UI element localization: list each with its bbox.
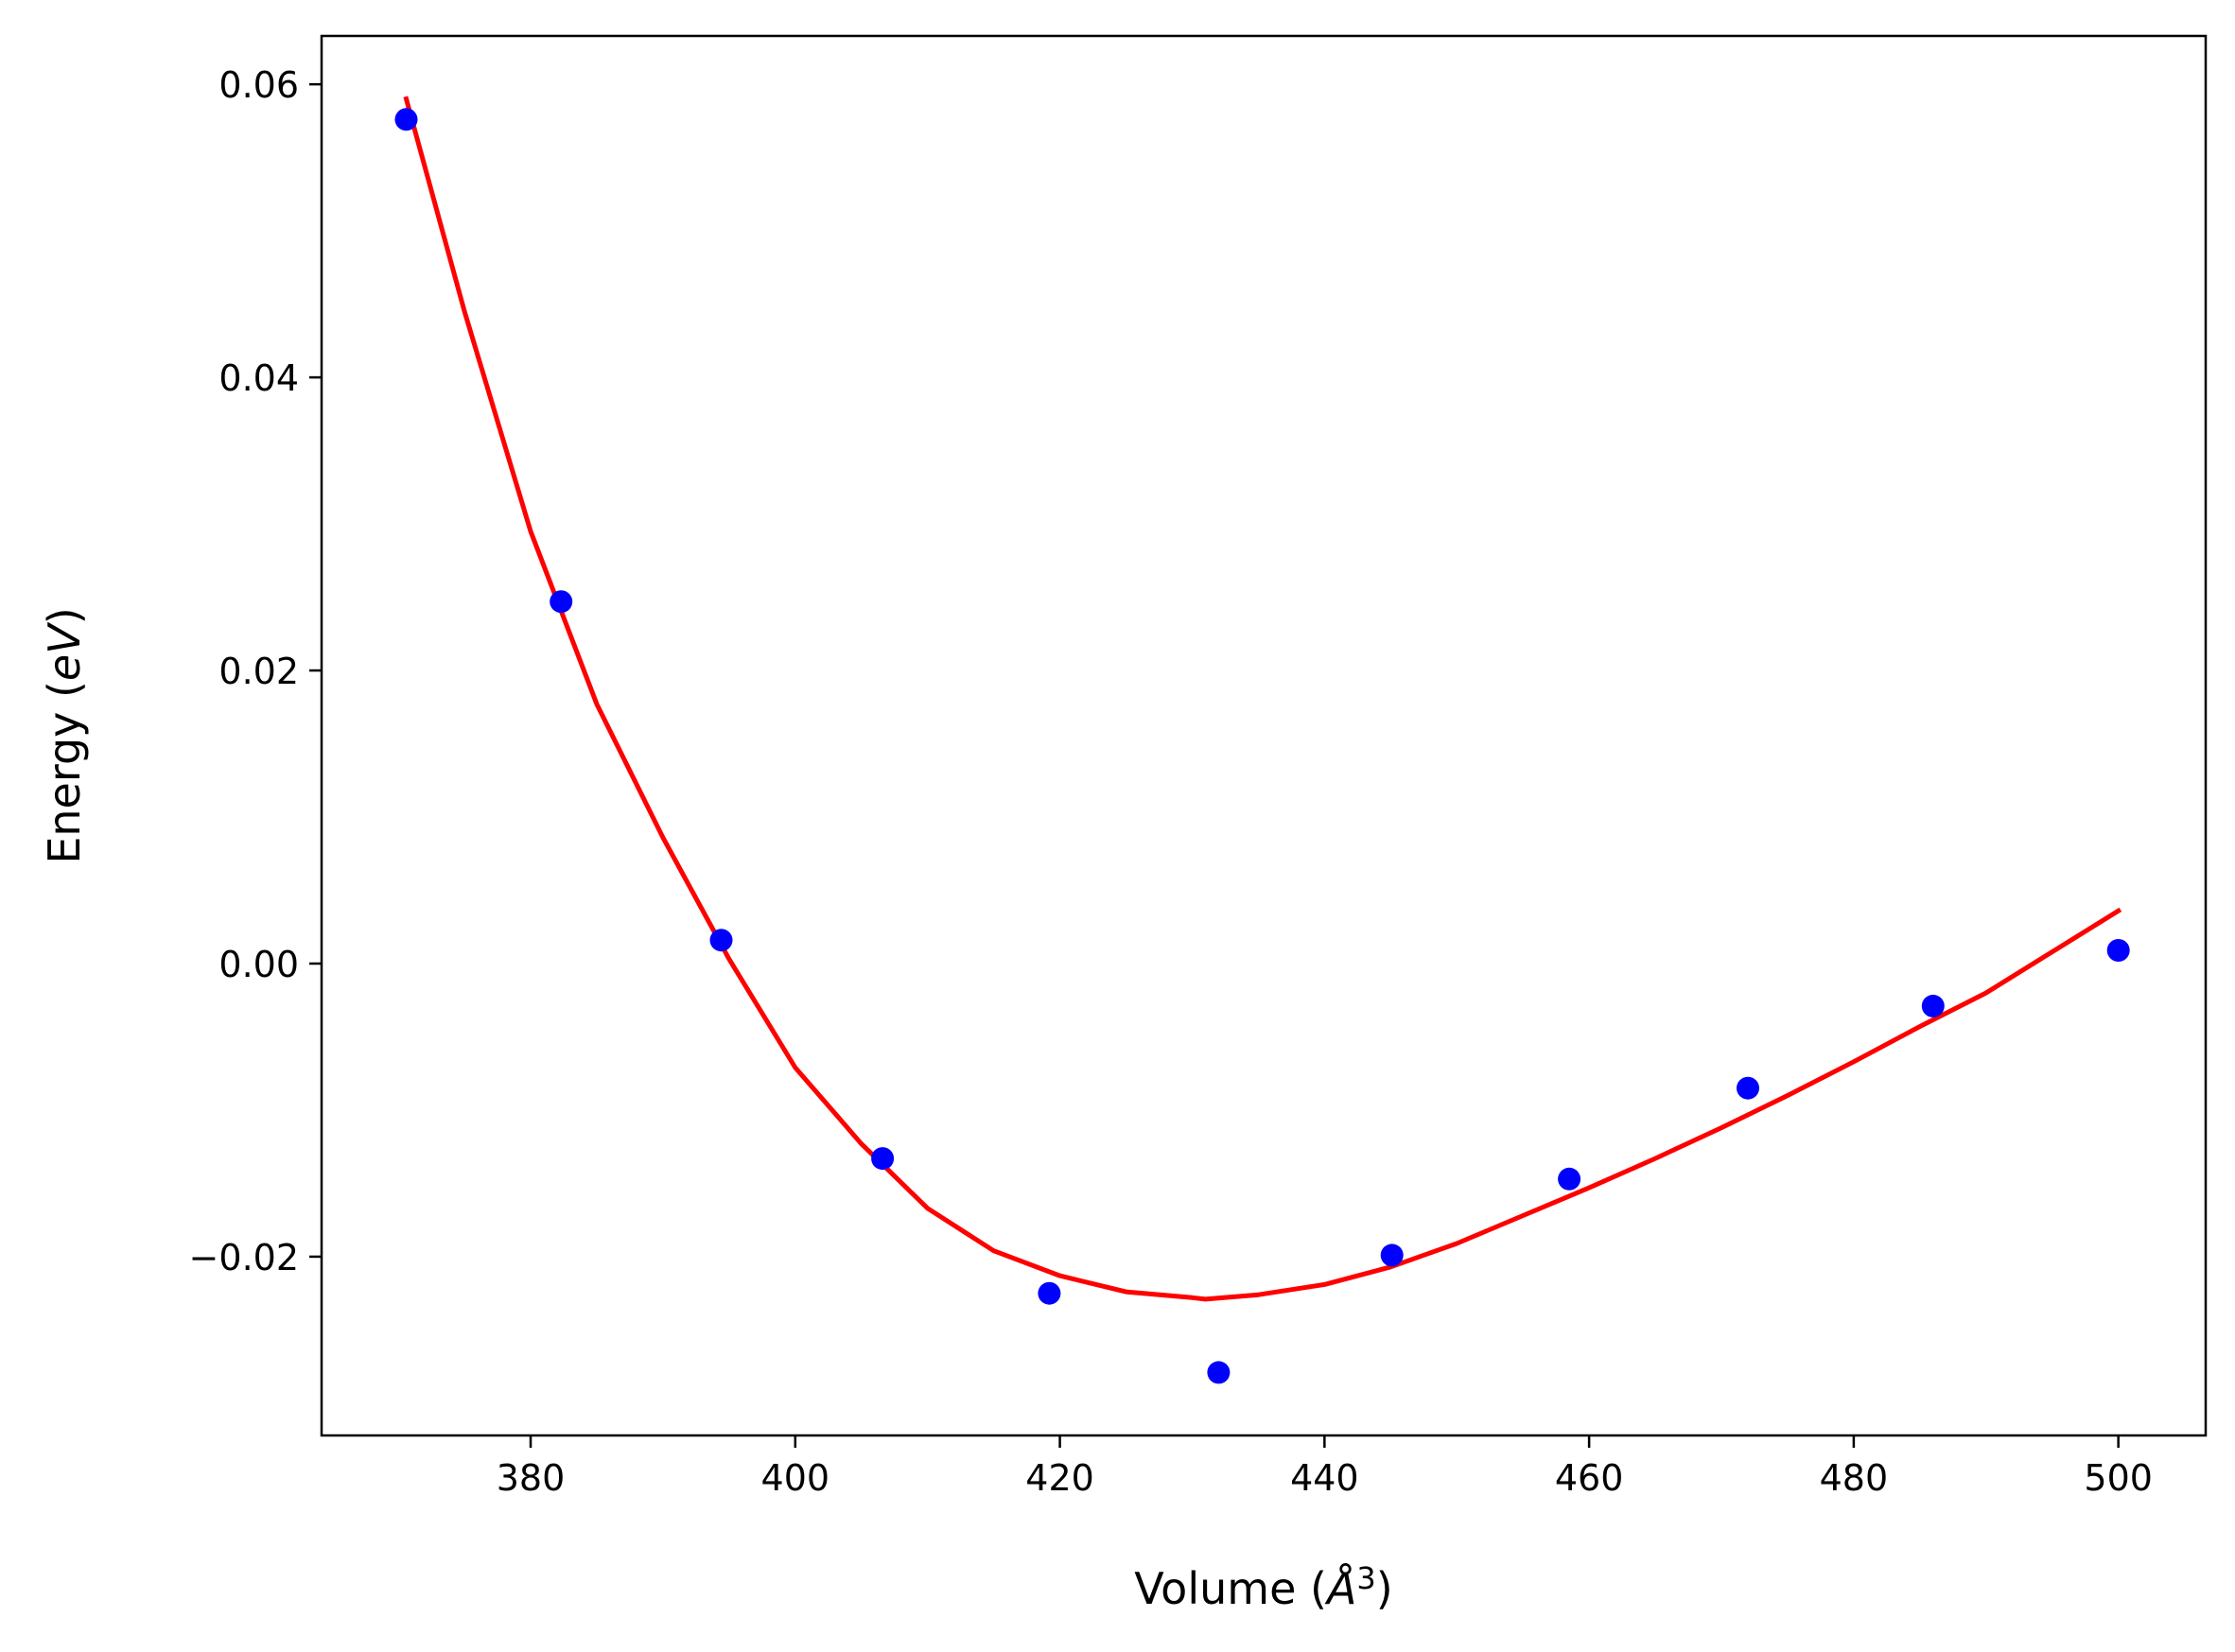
- y-tick-label: 0.00: [218, 944, 299, 985]
- fit-curve-line: [403, 96, 2122, 1302]
- x-tick-label: 460: [1555, 1457, 1624, 1499]
- x-axis-title-prefix: Volume (: [1134, 1563, 1327, 1614]
- y-tick-label: 0.06: [218, 64, 299, 106]
- data-point: [2106, 939, 2130, 962]
- x-axis-title-superscript: 3: [1356, 1560, 1375, 1596]
- data-point: [1380, 1243, 1404, 1267]
- y-tick-label: 0.04: [218, 357, 299, 399]
- data-point: [394, 108, 418, 131]
- y-tick-label: 0.02: [218, 651, 299, 692]
- x-tick-label: 440: [1290, 1457, 1359, 1499]
- y-tick-label: −0.02: [189, 1237, 299, 1278]
- data-point: [871, 1147, 895, 1171]
- x-tick-label: 480: [1820, 1457, 1889, 1499]
- x-tick-label: 500: [2084, 1457, 2153, 1499]
- data-point: [1207, 1361, 1231, 1384]
- data-point: [1921, 994, 1945, 1017]
- x-tick-label: 420: [1025, 1457, 1094, 1499]
- data-point: [709, 929, 733, 952]
- y-axis-title: Energy (eV): [39, 607, 90, 863]
- x-axis-title-suffix: ): [1376, 1563, 1393, 1614]
- data-point: [1038, 1281, 1061, 1305]
- y-axis-title-prefix: Energy (: [39, 681, 90, 864]
- x-tick-label: 400: [761, 1457, 830, 1499]
- x-tick-label: 380: [497, 1457, 566, 1499]
- y-axis: −0.02 0.00 0.02 0.04 0.06: [189, 64, 322, 1278]
- data-point: [1558, 1167, 1581, 1191]
- plot-content: [394, 96, 2130, 1384]
- x-axis: 380 400 420 440 460 480 500: [497, 1435, 2153, 1499]
- x-axis-title: Volume (Å3): [1134, 1560, 1392, 1614]
- y-axis-title-suffix: ): [39, 607, 90, 624]
- data-point: [550, 590, 573, 614]
- x-axis-title-symbol: Å: [1324, 1563, 1356, 1614]
- plot-frame: [320, 34, 2208, 1437]
- y-axis-title-symbol: eV: [39, 621, 90, 681]
- data-point: [1737, 1076, 1759, 1100]
